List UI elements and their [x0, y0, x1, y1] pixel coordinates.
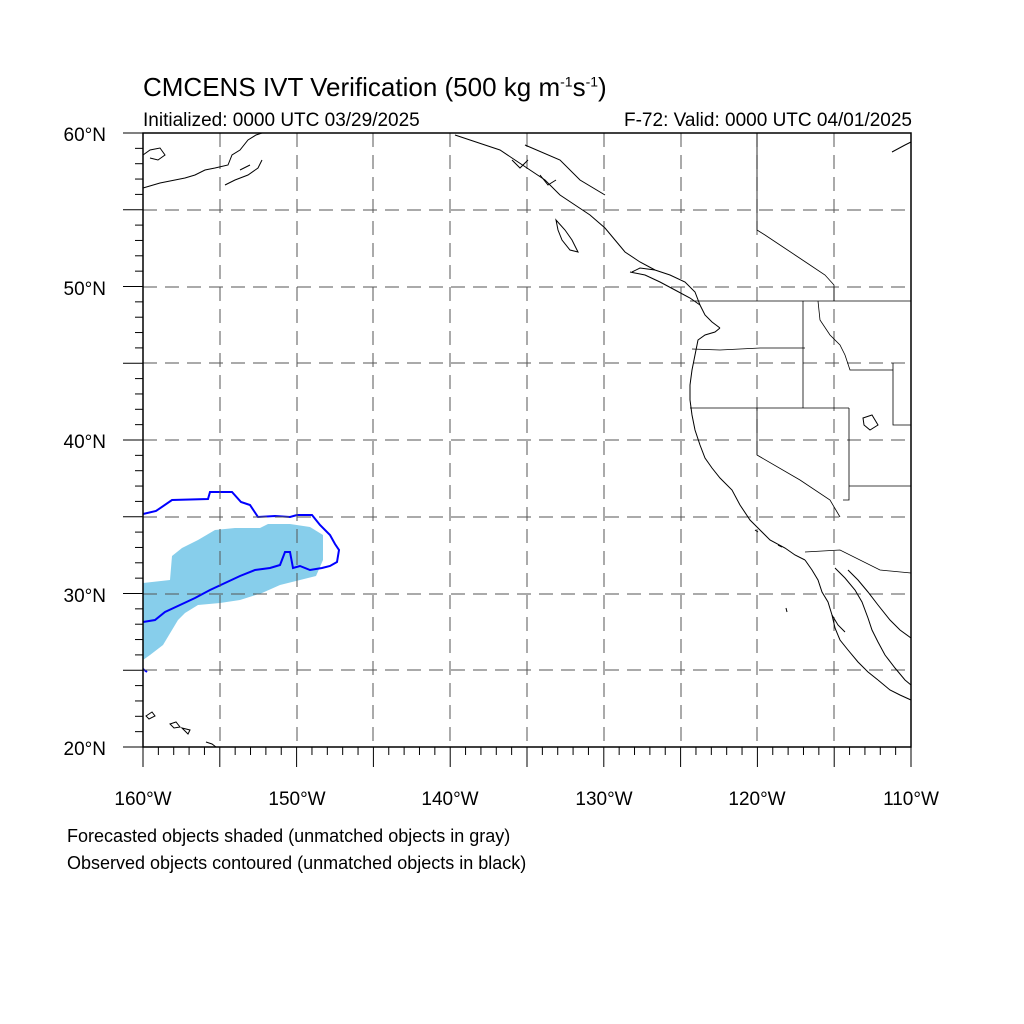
graticule	[143, 133, 911, 747]
lon-label-110: 110°W	[883, 789, 939, 810]
valid-time: F-72: Valid: 0000 UTC 04/01/2025	[624, 110, 912, 131]
axis-ticks	[123, 132, 912, 767]
lat-label-20: 20°N	[64, 739, 106, 760]
map-title: CMCENS IVT Verification (500 kg m-1s-1)	[143, 72, 607, 102]
lon-label-160: 160°W	[114, 789, 171, 810]
lat-label-40: 40°N	[64, 432, 106, 453]
lat-label-30: 30°N	[64, 586, 106, 607]
lon-label-150: 150°W	[268, 789, 325, 810]
lon-label-140: 140°W	[421, 789, 478, 810]
forecast-object	[143, 524, 323, 660]
note-observed: Observed objects contoured (unmatched ob…	[67, 853, 527, 873]
lon-label-120: 120°W	[728, 789, 785, 810]
coastlines	[142, 132, 912, 748]
init-time: Initialized: 0000 UTC 03/29/2025	[143, 110, 420, 131]
lat-label-50: 50°N	[64, 279, 106, 300]
lon-label-130: 130°W	[575, 789, 632, 810]
lon-labels: 160°W 150°W 140°W 130°W 120°W 110°W	[114, 789, 939, 810]
lat-labels: 60°N 50°N 40°N 30°N 20°N	[64, 125, 106, 760]
borders	[690, 133, 912, 574]
note-forecast: Forecasted objects shaded (unmatched obj…	[67, 826, 511, 846]
lat-label-60: 60°N	[64, 125, 106, 146]
